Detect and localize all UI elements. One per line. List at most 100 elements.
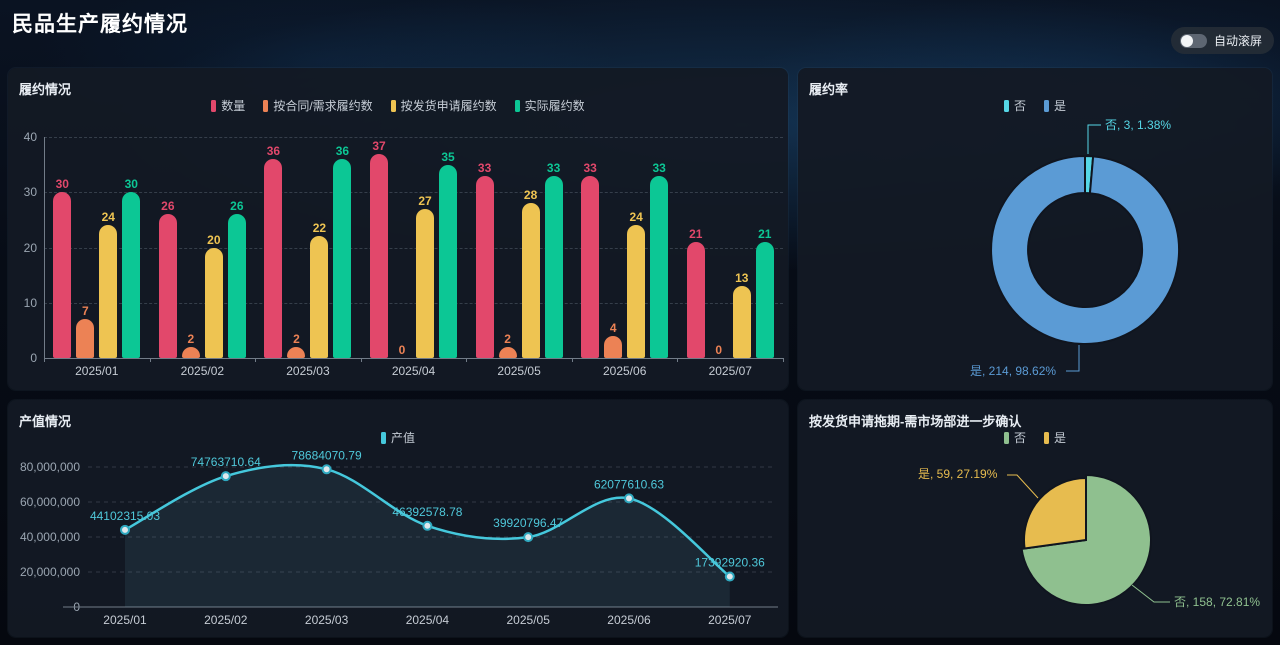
bar-实际履约数[interactable] [227,214,246,358]
line-point[interactable] [321,464,332,475]
y-axis-tick: 80,000,000 [20,460,80,474]
bar-value-label: 24 [101,210,115,225]
toggle-switch-icon[interactable] [1179,33,1207,48]
bar-value-label: 33 [546,160,561,175]
gridline [44,302,783,304]
bar-value-label: 30 [124,177,138,192]
pie-label-no: 否, 158, 72.81% [1174,595,1261,609]
bar-实际履约数[interactable] [122,192,141,358]
bar-实际履约数[interactable] [755,241,774,358]
bar-chart[interactable]: 0 10 20 30 40 30 7 24 30 26 2 20 26 36 2 22 36 37 0 27 35 33 2… [24,130,784,365]
x-axis-label: 2025/02 [180,364,225,378]
output-chart-legend: 产值 [8,429,788,446]
bar-column: 36 [264,137,283,358]
bar-按发货申请履约数[interactable] [416,208,435,358]
legend-item-是[interactable]: 是 [1044,429,1066,446]
bar-数量[interactable] [475,175,494,358]
bar-按合同/需求履约数[interactable] [498,346,517,358]
delay-pie-chart[interactable] [798,400,1272,637]
auto-scroll-label: 自动滚屏 [1213,34,1262,48]
bar-实际履约数[interactable] [333,159,352,358]
bar-按发货申请履约数[interactable] [204,247,223,358]
x-axis-tick [466,358,468,362]
bar-按发货申请履约数[interactable] [310,236,329,358]
x-axis-label: 2025/02 [204,613,248,627]
bar-数量[interactable] [581,175,600,358]
bar-按发货申请履约数[interactable] [732,286,751,358]
bar-column: 33 [581,137,600,358]
bar-实际履约数[interactable] [439,164,458,358]
bar-数量[interactable] [370,153,389,358]
bar-按合同/需求履约数[interactable] [287,346,306,358]
bar-group-2025/07: 21 0 13 21 [677,137,783,358]
bar-value-label: 37 [372,138,386,153]
rate-chart-legend: 否是 [798,97,1272,114]
bar-column: 36 [333,137,352,358]
bar-value-label: 35 [441,149,455,164]
bar-按发货申请履约数[interactable] [99,225,118,358]
bar-数量[interactable] [264,159,283,358]
bar-column: 30 [122,137,141,358]
x-axis-label: 2025/01 [75,364,119,378]
x-axis-label: 2025/03 [286,364,330,378]
line-point[interactable] [120,524,130,535]
x-axis-label: 2025/01 [103,613,147,627]
point-label: 78684070.79 [292,448,362,462]
bar-column: 24 [99,137,118,358]
toggle-knob [1180,34,1193,47]
bar-chart-legend: 数量 按合同/需求履约数 按发货申请履约数 实际履约数 [8,97,788,114]
legend-item-产值[interactable]: 产值 [380,429,415,446]
bar-column: 2 [498,137,517,358]
line-point[interactable] [624,493,634,504]
bar-column: 21 [755,137,774,358]
bar-实际履约数[interactable] [650,175,669,358]
bar-实际履约数[interactable] [544,175,563,358]
legend-item-实际履约数[interactable]: 实际履约数 [514,97,585,114]
line-point[interactable] [422,520,433,531]
legend-label: 产值 [390,431,415,445]
bar-column: 2 [287,137,306,358]
auto-scroll-toggle[interactable]: 自动滚屏 [1170,27,1274,54]
rate-donut-chart[interactable] [798,68,1272,390]
x-axis-label: 2025/03 [305,613,349,627]
bar-value-label: 0 [715,343,723,357]
bar-group-2025/02: 26 2 20 26 [150,137,256,358]
legend-item-是[interactable]: 是 [1044,97,1066,114]
line-point[interactable] [523,532,534,543]
donut-slice-是[interactable] [990,154,1180,345]
pie-slice-是[interactable] [1023,476,1087,550]
output-line-chart[interactable]: 020,000,00040,000,00060,000,00080,000,00… [8,400,788,637]
legend-marker [1044,99,1049,112]
x-axis-tick [360,358,362,362]
bar-column: 20 [204,137,223,358]
x-axis-label: 2025/07 [708,613,752,627]
bar-按合同/需求履约数[interactable] [604,335,623,358]
bar-按发货申请履约数[interactable] [521,203,540,358]
bar-value-label: 21 [758,226,772,241]
bar-数量[interactable] [686,241,705,358]
bar-按合同/需求履约数[interactable] [76,319,95,358]
bar-column: 0 [393,137,411,358]
bar-value-label: 22 [312,221,327,236]
bar-group-2025/03: 36 2 22 36 [255,137,361,358]
bar-value-label: 24 [629,210,643,225]
legend-item-否[interactable]: 否 [1003,97,1026,114]
bar-数量[interactable] [53,192,72,358]
x-axis-label: 2025/04 [406,613,450,627]
line-point[interactable] [724,571,735,582]
legend-label: 是 [1054,99,1067,113]
bar-数量[interactable] [158,214,177,358]
bar-group-2025/04: 37 0 27 35 [361,137,467,358]
legend-item-按合同/需求履约数[interactable]: 按合同/需求履约数 [263,97,373,114]
legend-item-按发货申请履约数[interactable]: 按发货申请履约数 [390,97,497,114]
bar-按合同/需求履约数[interactable] [181,346,200,358]
bar-value-label: 26 [161,199,175,214]
bar-group-2025/05: 33 2 28 33 [466,137,572,358]
legend-item-否[interactable]: 否 [1003,429,1026,446]
bar-column: 2 [181,137,200,358]
legend-item-数量[interactable]: 数量 [211,97,245,114]
y-axis-tick: 60,000,000 [20,495,80,509]
line-point[interactable] [220,471,231,482]
donut-label-no: 否, 3, 1.38% [1105,118,1172,132]
bar-按发货申请履约数[interactable] [627,225,646,358]
